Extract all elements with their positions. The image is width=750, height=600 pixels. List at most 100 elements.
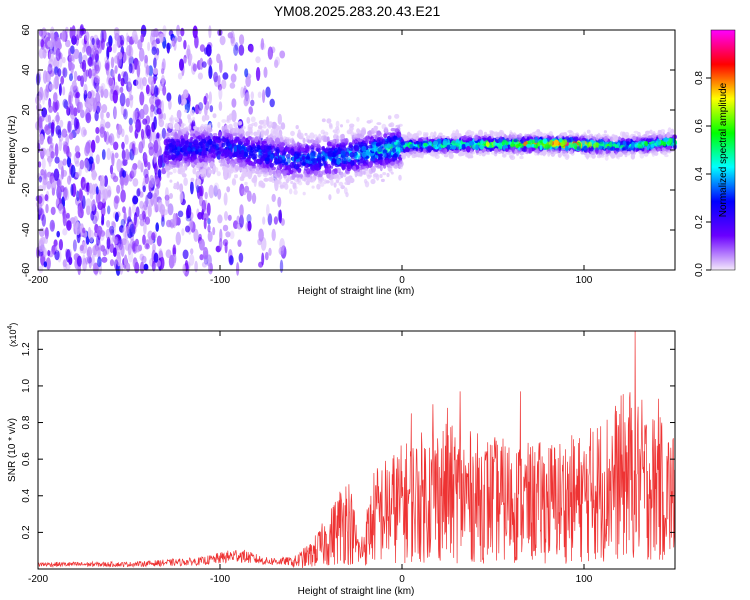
spectrogram-cell xyxy=(190,133,194,138)
spectrogram-cell xyxy=(173,117,178,121)
spectrogram-cell xyxy=(461,143,466,150)
spectrogram-cell xyxy=(179,161,184,168)
spectrogram-cell xyxy=(274,152,278,157)
spectrogram-cell xyxy=(107,45,112,53)
spectrogram-cell xyxy=(228,123,233,129)
spectrogram-cell xyxy=(189,53,193,62)
spectrogram-cell xyxy=(203,217,207,230)
spectrogram-cell xyxy=(328,194,332,201)
spectrogram-cell xyxy=(626,141,630,146)
spectrogram-cell xyxy=(152,67,159,75)
spectrogram-cell xyxy=(311,147,314,153)
spectrogram-cell xyxy=(205,166,212,178)
spectrogram-cell xyxy=(92,103,97,113)
spectrogram-cell xyxy=(206,202,211,216)
spectrogram-cell xyxy=(217,131,222,138)
spectrogram-cell xyxy=(104,56,109,63)
spectrogram-cell xyxy=(195,172,200,176)
spectrogram-cell xyxy=(606,145,611,151)
spectrogram-cell xyxy=(173,39,177,51)
spectrogram-cell xyxy=(247,220,252,232)
spectrogram-cell xyxy=(438,132,443,137)
spectrogram-cell xyxy=(234,63,238,72)
spectrogram-cell xyxy=(156,47,160,56)
spectrogram-cell xyxy=(58,239,64,251)
spectrogram-cell xyxy=(366,120,372,124)
spectrogram-cell xyxy=(592,136,596,142)
spectrogram-cell xyxy=(241,126,246,130)
spectrogram-cell xyxy=(41,157,46,170)
spectrogram-cell xyxy=(65,133,70,146)
spectrogram-cell xyxy=(95,246,99,258)
spectrogram-cell xyxy=(97,189,102,202)
spectrogram-cell xyxy=(199,185,204,198)
spectrogram-cell xyxy=(267,138,272,143)
spectrogram-cell xyxy=(171,148,177,153)
spectrogram-cell xyxy=(207,158,212,163)
spectrogram-cell xyxy=(43,126,47,133)
spectrogram-cell xyxy=(95,83,100,91)
spectrogram-cell xyxy=(107,205,111,215)
spectrogram-cell xyxy=(62,98,68,108)
spectrogram-cell xyxy=(189,218,193,230)
spectrogram-cell xyxy=(126,45,132,56)
spectrogram-cell xyxy=(490,131,494,134)
spectrogram-cell xyxy=(72,85,79,93)
spectrogram-cell xyxy=(190,109,195,116)
spectrogram-cell xyxy=(292,182,297,190)
spectrogram-cell xyxy=(233,44,239,56)
spectrogram-cell xyxy=(547,150,551,157)
spectrogram-cell xyxy=(113,106,117,119)
spectrogram-cell xyxy=(198,141,203,146)
spectrogram-cell xyxy=(57,68,62,77)
spectrogram-cell xyxy=(622,146,627,152)
spectrogram-cell xyxy=(251,192,257,204)
spectrogram-cell xyxy=(561,139,568,146)
spectrogram-cell xyxy=(218,86,223,100)
spectrogram-cell xyxy=(39,133,44,145)
spectrogram-cell xyxy=(513,139,518,143)
spectrogram-cell xyxy=(91,68,97,77)
spectrogram-cell xyxy=(413,149,417,154)
spectrogram-cell xyxy=(62,259,67,268)
spectrogram-cell xyxy=(50,122,55,130)
spectrogram-cell xyxy=(78,188,83,201)
spectrogram-cell xyxy=(186,147,191,152)
spectrogram-cell xyxy=(58,203,64,215)
spectrogram-cell xyxy=(326,136,330,143)
spectrogram-cell xyxy=(92,262,99,275)
spectrogram-cell xyxy=(510,134,516,140)
spectrogram-cell xyxy=(368,160,374,168)
spectrogram-cell xyxy=(45,203,49,214)
spectrogram-cell xyxy=(346,163,352,170)
spectrogram-cell xyxy=(212,135,216,141)
spectrogram-cell xyxy=(239,204,244,218)
spectrogram-cell xyxy=(62,67,68,78)
spectrogram-cell xyxy=(137,39,143,50)
spectrogram-cell xyxy=(154,187,160,197)
spectrogram-cell xyxy=(268,247,272,256)
spectrogram-cell xyxy=(239,176,244,182)
spectrogram-cell xyxy=(566,138,572,143)
spectrogram-cell xyxy=(189,139,194,144)
spectrogram-cell xyxy=(142,104,149,115)
spectrogram-cell xyxy=(204,157,208,163)
spectrogram-cell xyxy=(480,139,484,144)
spectrogram-cell xyxy=(93,244,97,257)
spectrogram-cell xyxy=(81,59,87,73)
spectrogram-cell xyxy=(482,137,487,141)
spectrogram-cell xyxy=(154,85,159,98)
spectrogram-cell xyxy=(340,124,343,128)
spectrogram-cell xyxy=(104,62,110,70)
spectrogram-cell xyxy=(234,164,240,172)
spectrogram-cell xyxy=(248,161,253,165)
spectrogram-cell xyxy=(290,180,294,185)
spectrogram-cell xyxy=(232,132,237,136)
spectrogram-cell xyxy=(54,156,60,164)
spectrogram-cell xyxy=(93,48,99,61)
spectrogram-cell xyxy=(383,126,389,132)
spectrogram-cell xyxy=(161,100,164,114)
spectrogram-cell xyxy=(330,179,334,186)
spectrogram-cell xyxy=(623,133,627,138)
spectrogram-cell xyxy=(194,34,199,49)
